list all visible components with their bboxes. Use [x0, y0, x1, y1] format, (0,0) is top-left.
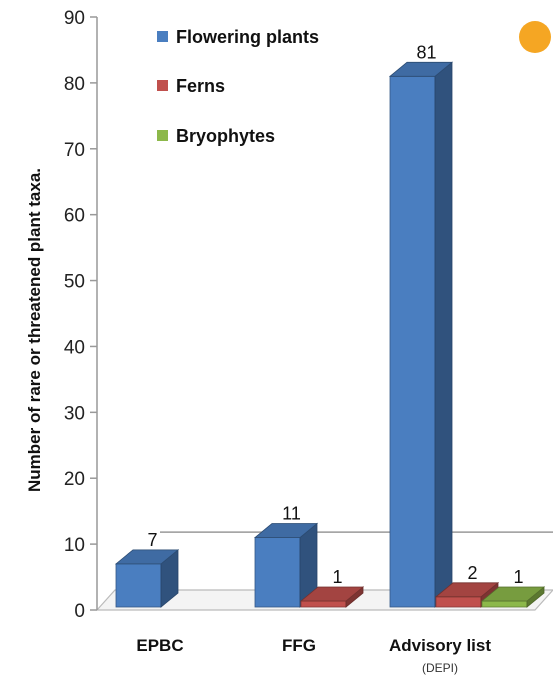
y-tick-label: 60 — [64, 206, 85, 227]
bar-side — [434, 61, 453, 608]
data-label: 81 — [416, 42, 436, 62]
orange-dot-decoration — [519, 21, 551, 53]
legend-swatch — [157, 80, 168, 91]
y-tick-label: 10 — [64, 535, 85, 556]
bar-top — [480, 586, 546, 602]
y-axis: 0 10 20 30 40 50 60 70 80 90 — [64, 8, 98, 622]
bar-front — [481, 600, 528, 608]
y-tick-label: 90 — [64, 8, 85, 29]
x-category-note: (DEPI) — [422, 661, 458, 675]
bar-ffg-flowering-plants — [253, 522, 319, 608]
bar-top — [434, 582, 500, 598]
legend-label: Flowering plants — [176, 27, 319, 47]
bar-front — [389, 75, 436, 608]
bar-front — [115, 563, 162, 608]
bar-top — [114, 549, 180, 565]
data-label: 2 — [467, 563, 477, 583]
legend-item: Bryophytes — [157, 126, 275, 146]
data-label: 7 — [147, 530, 157, 550]
bar-top — [299, 586, 365, 602]
data-label: 1 — [332, 567, 342, 587]
legend-label: Ferns — [176, 76, 225, 96]
bar-advisory-list-bryophytes — [480, 586, 546, 608]
category-labels: EPBC FFG Advisory list (DEPI) — [136, 636, 491, 675]
legend-item: Flowering plants — [157, 27, 319, 47]
y-axis-label: Number of rare or threatened plant taxa. — [25, 168, 44, 492]
bar-front — [300, 600, 347, 608]
y-tick-label: 30 — [64, 403, 85, 424]
data-label: 11 — [282, 504, 301, 524]
legend: Flowering plants Ferns Bryophytes — [157, 27, 319, 146]
y-tick-label: 40 — [64, 337, 85, 358]
y-tick-label: 20 — [64, 469, 85, 490]
y-tick-label: 80 — [64, 74, 85, 95]
bar-epbc-flowering-plants — [114, 549, 180, 608]
y-tick-label: 50 — [64, 272, 85, 293]
x-category-label: EPBC — [136, 636, 183, 655]
data-label: 1 — [513, 567, 523, 587]
y-tick-label: 70 — [64, 140, 85, 161]
bar-ffg-ferns — [299, 586, 365, 608]
legend-swatch — [157, 31, 168, 42]
bar-advisory-list-flowering-plants — [388, 61, 454, 608]
legend-swatch — [157, 130, 168, 141]
bar-front — [254, 537, 301, 608]
bars — [114, 61, 546, 608]
x-category-label: Advisory list — [389, 636, 491, 655]
legend-label: Bryophytes — [176, 126, 275, 146]
bar-top — [388, 61, 454, 77]
legend-item: Ferns — [157, 76, 225, 96]
bar-front — [435, 596, 482, 608]
y-tick-label: 0 — [74, 601, 85, 622]
bar-top — [253, 523, 319, 538]
x-category-label: FFG — [282, 636, 316, 655]
